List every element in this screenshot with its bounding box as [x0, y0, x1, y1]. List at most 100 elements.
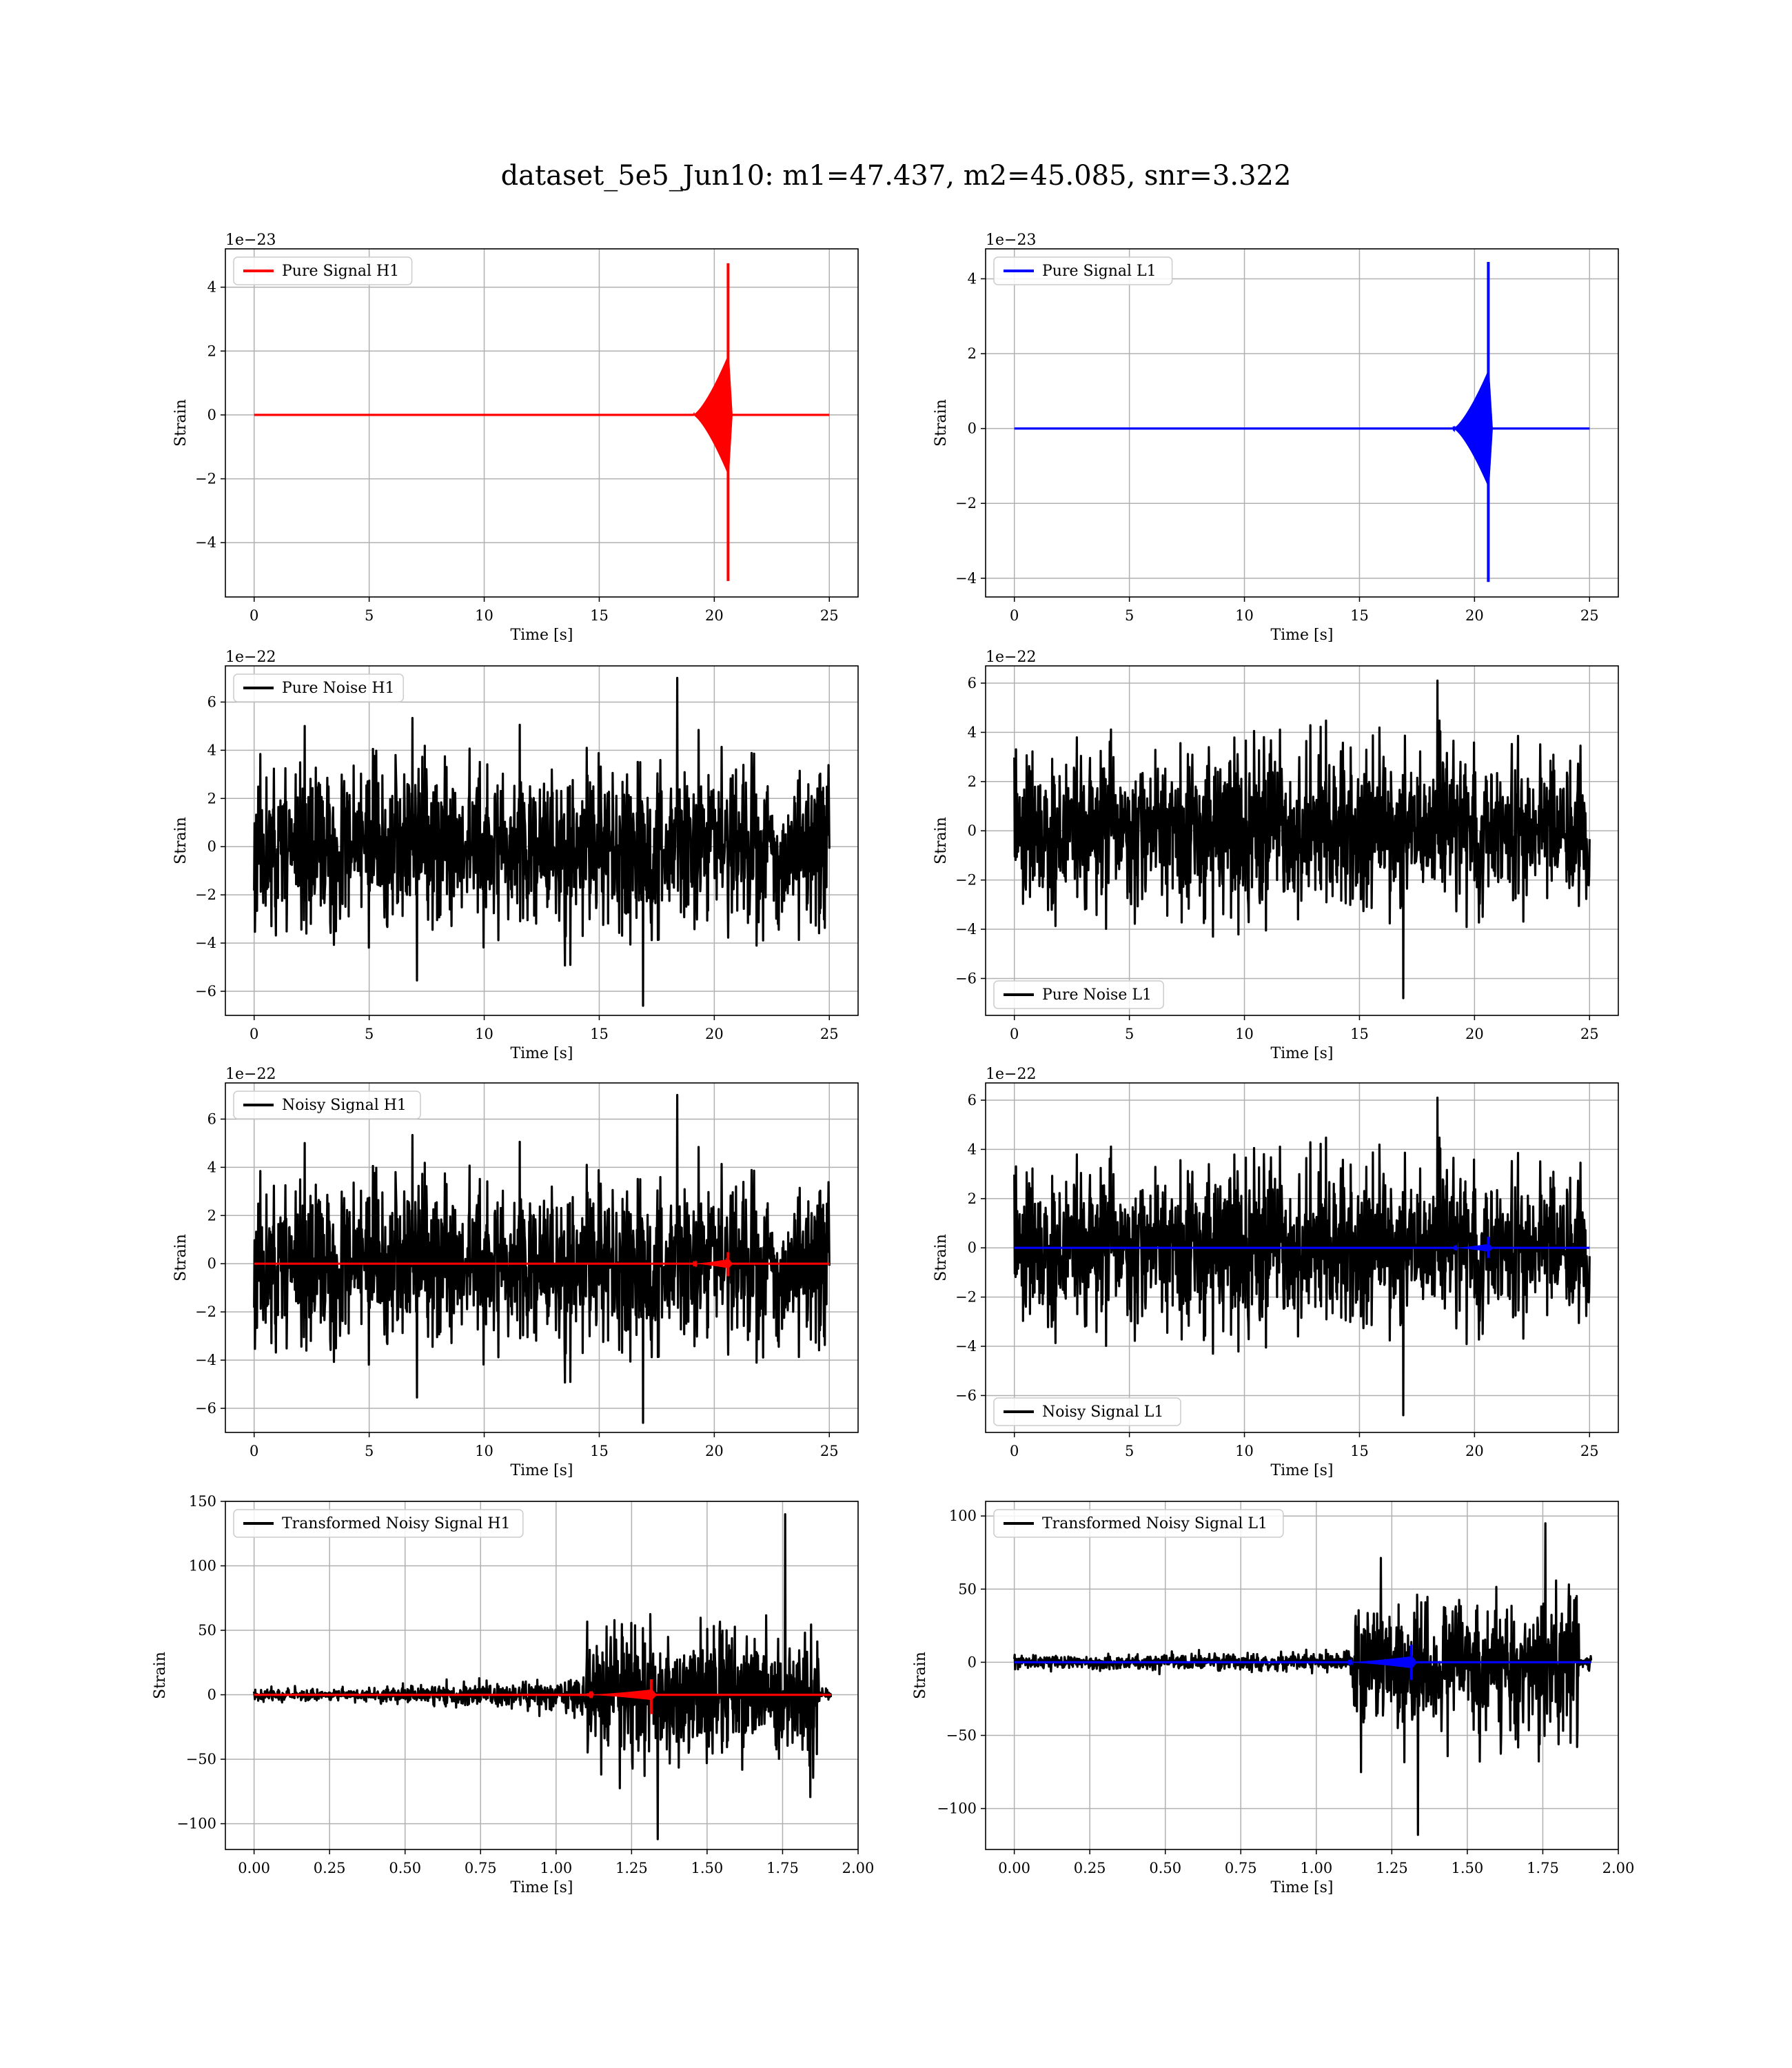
- y-tick-label: −4: [195, 534, 216, 551]
- x-tick-label: 1.75: [1527, 1860, 1559, 1876]
- y-tick-label: −2: [955, 872, 977, 889]
- x-tick-label: 5: [365, 607, 374, 624]
- legend-label: Noisy Signal H1: [282, 1097, 407, 1114]
- x-tick-label: 15: [590, 1443, 609, 1459]
- x-tick-label: 25: [820, 607, 839, 624]
- y-axis-label: Strain: [912, 1652, 929, 1699]
- x-tick-label: 15: [1350, 607, 1369, 624]
- y-tick-label: −2: [955, 1289, 977, 1306]
- x-axis-label: Time [s]: [510, 1462, 573, 1479]
- series-line-noisy-signal-h1: [253, 1093, 831, 1424]
- x-tick-label: 0.25: [1074, 1860, 1106, 1876]
- series-line-chirp-1: [1014, 1244, 1590, 1252]
- legend-box: [993, 980, 1164, 1009]
- y-tick-label: −4: [955, 570, 977, 587]
- x-tick-label: 10: [475, 1443, 493, 1459]
- x-tick-label: 0.75: [465, 1860, 497, 1876]
- grid: [986, 249, 1618, 597]
- x-tick-label: 25: [1580, 607, 1599, 624]
- y-tick-label: 0: [968, 822, 977, 839]
- y-tick-label: 0: [207, 1255, 216, 1272]
- y-tick-label: 6: [207, 1111, 216, 1127]
- x-tick-label: 0: [250, 1026, 258, 1042]
- y-tick-label: 2: [968, 773, 977, 790]
- y-axis-label: Strain: [933, 1234, 950, 1281]
- y-tick-label: 2: [968, 345, 977, 362]
- x-tick-label: 5: [1125, 607, 1134, 624]
- grid: [225, 249, 858, 597]
- series-line-noisy-signal-l1: [1013, 1096, 1591, 1417]
- panel-pure-noise-h1: 0 5 10 15 20 25 −6 −4 −2 0 2 4 6 Time [s] Strain 1e−22 P…: [172, 649, 859, 1062]
- y-axis-label: Strain: [172, 399, 190, 447]
- y-tick-label: −100: [176, 1816, 216, 1832]
- panel-transformed-noisy-signal-h1: 0.00 0.25 0.50 0.75 1.00 1.25 1.50 1.75 2.00 −100…: [152, 1493, 874, 1896]
- x-tick-label: 1.50: [691, 1860, 724, 1876]
- x-tick-label: 1.25: [1376, 1860, 1408, 1876]
- x-tick-label: 0: [250, 607, 258, 624]
- axes-frame: [225, 1501, 859, 1850]
- axes-frame: [985, 1082, 1619, 1433]
- y-axis-label: Strain: [152, 1652, 169, 1699]
- y-tick-label: −4: [955, 1338, 977, 1355]
- x-tick-label: 5: [365, 1443, 374, 1459]
- legend-label: Pure Signal H1: [282, 263, 399, 280]
- y-tick-label: 4: [968, 1141, 977, 1157]
- x-tick-label: 1.50: [1452, 1860, 1484, 1876]
- y-tick-label: 0: [207, 407, 216, 423]
- y-tick-label: 2: [207, 1207, 216, 1224]
- y-tick-label: −2: [195, 471, 216, 487]
- panel-transformed-noisy-signal-l1: 0.00 0.25 0.50 0.75 1.00 1.25 1.50 1.75 2.00 −100…: [912, 1501, 1634, 1896]
- panel-noisy-signal-h1: 0 5 10 15 20 25 −6 −4 −2 0 2 4 6 Time [s] Strain 1e−22 N…: [172, 1066, 859, 1479]
- y-tick-label: 0: [968, 1239, 977, 1256]
- axes-frame: [225, 1082, 859, 1433]
- x-tick-label: 10: [475, 1026, 493, 1042]
- y-tick-label: 0: [968, 1654, 977, 1670]
- legend-box: [233, 1509, 524, 1538]
- legend-label: Noisy Signal L1: [1042, 1403, 1163, 1421]
- x-tick-label: 1.00: [540, 1860, 572, 1876]
- x-axis-label: Time [s]: [510, 1879, 573, 1896]
- series-line-transformed-noisy-signal-h1: [253, 1513, 833, 1841]
- panel-pure-signal-l1: 0 5 10 15 20 25 −4 −2 0 2 4 Time [s] Strain 1e−23 Pure…: [933, 232, 1619, 644]
- x-tick-label: 1.75: [766, 1860, 799, 1876]
- y-tick-label: 100: [949, 1508, 977, 1524]
- x-axis-label: Time [s]: [1270, 627, 1333, 644]
- x-tick-label: 0.50: [389, 1860, 421, 1876]
- x-tick-label: 10: [475, 607, 493, 624]
- series-line-pure-signal-h1: [254, 357, 830, 473]
- legend-box: [993, 256, 1173, 285]
- x-tick-label: 0.00: [238, 1860, 270, 1876]
- y-tick-label: 6: [968, 675, 977, 691]
- legend: Pure Noise L1: [993, 980, 1164, 1009]
- x-tick-label: 0: [250, 1443, 258, 1459]
- x-tick-label: 20: [705, 607, 724, 624]
- x-tick-label: 0: [1010, 1443, 1019, 1459]
- series-group: [1014, 262, 1590, 582]
- series-group: [1013, 1096, 1591, 1417]
- series-group: [253, 676, 831, 1007]
- x-tick-label: 10: [1235, 607, 1254, 624]
- series-line-pure-noise-h1: [253, 676, 831, 1007]
- legend-box: [233, 673, 404, 702]
- legend-label: Pure Noise L1: [1042, 986, 1152, 1004]
- y-tick-label: 2: [207, 343, 216, 359]
- series-line-chirp-1: [1014, 1656, 1591, 1668]
- x-axis-label: Time [s]: [510, 627, 573, 644]
- y-tick-label: 0: [968, 420, 977, 437]
- y-axis-label: Strain: [172, 817, 190, 864]
- legend-box: [993, 1397, 1181, 1426]
- legend-box: [993, 1509, 1284, 1538]
- axis-offset-text: 1e−22: [986, 649, 1036, 666]
- y-tick-label: 50: [198, 1622, 216, 1639]
- y-tick-label: 0: [207, 838, 216, 855]
- legend-label: Pure Noise H1: [282, 680, 395, 697]
- axes-frame: [985, 248, 1619, 598]
- series-line-pure-noise-l1: [1013, 679, 1591, 1000]
- x-tick-label: 20: [1465, 607, 1484, 624]
- legend: Pure Noise H1: [233, 673, 404, 702]
- y-tick-label: −2: [195, 886, 216, 903]
- x-tick-label: 15: [590, 1026, 609, 1042]
- y-tick-label: −50: [186, 1751, 216, 1767]
- figure-title: dataset_5e5_Jun10: m1=47.437, m2=45.085,…: [501, 160, 1292, 192]
